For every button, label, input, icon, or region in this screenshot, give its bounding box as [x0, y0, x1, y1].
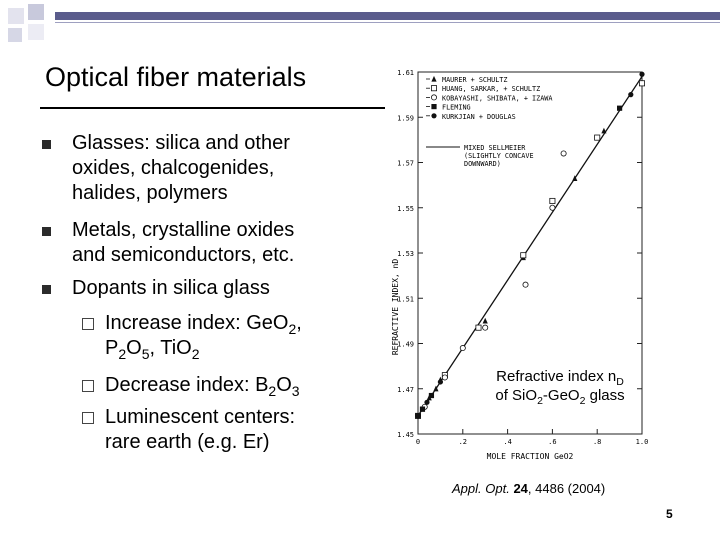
bullet-metals: Metals, crystalline oxides and semicondu… [72, 218, 294, 268]
y-tick-label: 1.57 [397, 160, 414, 168]
x-tick-label: .6 [548, 438, 556, 446]
data-point-filled-circle [628, 92, 634, 98]
y-tick-label: 1.51 [397, 295, 414, 303]
data-point-triangle [572, 175, 578, 181]
sub-bullet-decrease: Decrease index: B2O3 [105, 374, 300, 399]
y-tick-label: 1.55 [397, 205, 414, 213]
header-bar [55, 12, 720, 20]
refractive-index-chart: 1.45 1.47 1.49 1.51 1.53 1.55 1.57 1.59 1.61 0 .2.… [391, 69, 648, 461]
y-tick-label: 1.49 [397, 341, 414, 349]
data-point-circle [549, 204, 556, 211]
data-point-filled-circle [415, 413, 421, 419]
x-tick-label: .2 [459, 438, 467, 446]
slide-title: Optical fiber materials [45, 62, 307, 92]
data-point-filled-circle [424, 399, 430, 405]
y-axis-label: REFRACTIVE INDEX, nD [391, 259, 400, 356]
data-point-filled-square [617, 105, 623, 111]
data-point-circle [560, 150, 567, 157]
data-point-square [594, 134, 601, 141]
data-point-filled-square [428, 392, 435, 399]
decorative-squares [0, 0, 60, 48]
data-points [415, 71, 645, 419]
citation: Appl. Opt. 24, 4486 (2004) [452, 481, 606, 496]
x-tick-label: 1.0 [636, 438, 649, 446]
y-tick-label: 1.59 [397, 114, 414, 122]
legend-note: DOWNWARD) [464, 160, 501, 168]
data-point-triangle [601, 127, 607, 134]
title-underline [40, 107, 385, 109]
data-point-circle [441, 374, 448, 381]
x-tick-label: 0 [416, 438, 420, 446]
data-point-triangle [433, 385, 439, 392]
legend-label: KOBAYASHI, SHIBATA, + IZAWA [442, 94, 553, 102]
data-point-triangle [431, 75, 437, 82]
bullet-glasses: Glasses: silica and other oxides, chalco… [72, 131, 290, 206]
y-tick-label: 1.45 [397, 431, 414, 439]
legend-label: MAURER + SCHULTZ [442, 76, 507, 84]
x-axis-label: MOLE FRACTION GeO2 [487, 452, 574, 461]
data-point-square [431, 85, 438, 92]
data-point-square [638, 80, 645, 87]
data-point-filled-circle [431, 113, 437, 119]
sellmeier-line [417, 76, 643, 417]
data-point-triangle [482, 317, 488, 324]
sub-bullet-increase-line2: P2O5, TiO2 [105, 337, 200, 362]
legend-note: (SLIGHTLY CONCAVE [464, 152, 534, 160]
bullet-line: and semiconductors, etc. [72, 244, 295, 266]
legend-label: KURKJIAN + DOUGLAS [442, 113, 516, 121]
sub-bullet-line: rare earth (e.g. Er) [105, 431, 270, 453]
checkbox-bullet-icon [82, 412, 94, 424]
legend-label: HUANG, SARKAR, + SCHULTZ [442, 85, 540, 93]
bullet-dopants: Dopants in silica glass [72, 277, 270, 299]
legend-label: MIXED SELLMEIER [464, 144, 526, 152]
bullet-square-icon [42, 227, 51, 236]
bullet-line: Glasses: silica and other [72, 132, 290, 154]
data-point-filled-square [431, 104, 437, 110]
bullet-square-icon [42, 285, 51, 294]
fit-line [417, 76, 643, 417]
bullet-line: oxides, chalcogenides, [72, 157, 275, 179]
data-point-circle [482, 324, 489, 331]
slide-number: 5 [666, 507, 673, 521]
data-point-circle [522, 281, 529, 288]
checkbox-bullet-icon [82, 318, 94, 330]
y-tick-label: 1.53 [397, 250, 414, 258]
sub-bullet-line: Luminescent centers: [105, 406, 296, 428]
data-point-filled-circle [639, 71, 645, 77]
figure-caption: Refractive index nD of SiO2-GeO2 glass [495, 368, 625, 407]
data-point-circle [431, 94, 438, 101]
checkbox-bullet-icon [82, 380, 94, 392]
sub-bullet-increase: Increase index: GeO2, [105, 312, 302, 337]
sub-bullet-luminescent: Luminescent centers: rare earth (e.g. Er… [105, 405, 295, 455]
data-point-circle [459, 345, 466, 352]
data-point-square [475, 324, 482, 331]
y-tick-label: 1.61 [397, 69, 414, 77]
bullet-line: Metals, crystalline oxides [72, 219, 295, 241]
header-line [55, 22, 720, 23]
legend-label: FLEMING [442, 104, 471, 112]
x-tick-label: .8 [593, 438, 601, 446]
data-point-square [549, 197, 556, 204]
x-tick-label: .4 [503, 438, 511, 446]
data-point-filled-square [419, 406, 426, 412]
data-point-filled-circle [437, 379, 443, 385]
y-tick-label: 1.47 [397, 386, 414, 394]
data-point-square [520, 252, 527, 259]
bullet-line: halides, polymers [72, 182, 228, 204]
bullet-square-icon [42, 140, 51, 149]
chart-ticks: 1.45 1.47 1.49 1.51 1.53 1.55 1.57 1.59 1.61 0 .2.… [397, 69, 648, 446]
